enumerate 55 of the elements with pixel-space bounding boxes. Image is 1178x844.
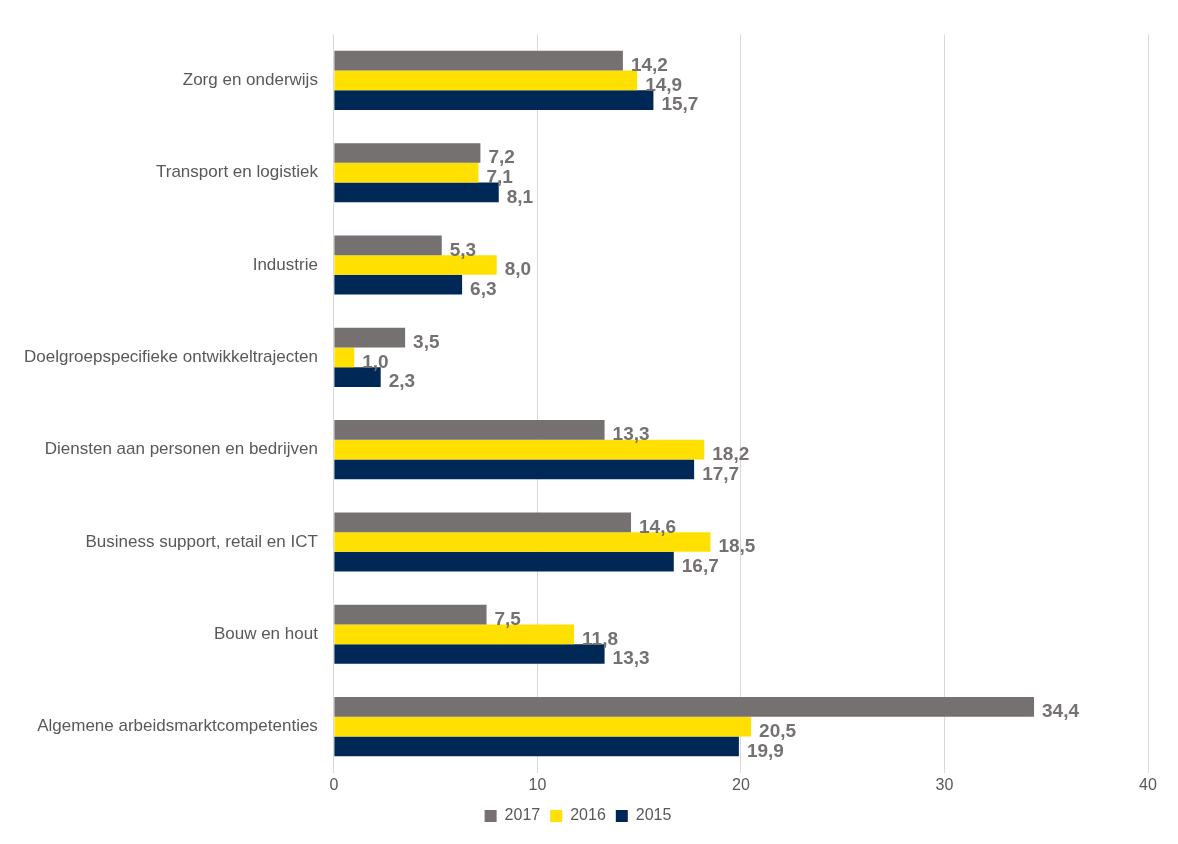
bar <box>334 551 674 572</box>
data-label: 7,2 <box>488 146 515 168</box>
data-label: 19,9 <box>746 739 784 761</box>
bar <box>334 347 355 368</box>
bar <box>334 50 623 71</box>
bar <box>334 235 442 256</box>
data-label: 17,7 <box>702 462 740 484</box>
data-label: 1,0 <box>362 350 389 372</box>
bar <box>334 459 695 480</box>
data-label: 7,1 <box>486 165 514 187</box>
data-label: 14,6 <box>639 515 677 537</box>
y-tick-label: Diensten aan personen en bedrijven <box>44 439 318 459</box>
data-label: 16,7 <box>681 554 719 576</box>
data-label: 7,5 <box>494 607 522 629</box>
bar <box>334 512 632 533</box>
y-tick-label: Doelgroepspecifieke ontwikkeltrajecten <box>23 347 318 367</box>
legend-label: 2017 <box>504 806 541 824</box>
y-tick-label: Zorg en onderwijs <box>182 70 318 90</box>
data-label: 3,5 <box>413 330 440 352</box>
data-label: 15,7 <box>661 93 699 115</box>
bar <box>334 697 1035 717</box>
y-tick-label: Bouw en hout <box>213 624 319 643</box>
bar <box>334 162 479 183</box>
bar <box>334 327 406 348</box>
bar <box>334 274 463 295</box>
data-label: 11,8 <box>582 627 618 649</box>
bar <box>334 420 605 440</box>
bar <box>334 143 481 163</box>
y-tick-label: Algemene arbeidsmarktcompetenties <box>37 716 318 736</box>
y-tick-label: Industrie <box>252 254 318 274</box>
bar <box>334 716 752 737</box>
data-label: 8,1 <box>506 185 534 207</box>
data-label: 5,3 <box>449 238 477 260</box>
data-label: 6,3 <box>470 277 497 299</box>
bar <box>334 736 739 757</box>
data-label: 20,5 <box>759 719 797 741</box>
legend-label: 2016 <box>570 806 606 824</box>
data-label: 14,2 <box>630 53 668 75</box>
x-tick-label: 30 <box>935 775 954 793</box>
data-label: 13,3 <box>612 423 650 445</box>
x-tick-label: 40 <box>1139 775 1157 793</box>
data-label: 18,2 <box>712 442 750 464</box>
data-label: 18,5 <box>718 535 756 557</box>
x-tick-label: 20 <box>732 775 750 793</box>
data-label: 13,3 <box>612 647 650 669</box>
bar <box>334 604 487 625</box>
data-label: 2,3 <box>388 370 416 392</box>
legend-label: 2015 <box>635 806 672 824</box>
y-tick-label: Transport en logistiek <box>155 162 319 182</box>
x-tick-label: 10 <box>528 775 547 793</box>
y-tick-label: Business support, retail en ICT <box>85 531 318 551</box>
x-tick-label: 0 <box>329 775 339 793</box>
data-label: 34,4 <box>1042 700 1080 722</box>
data-label: 8,0 <box>504 258 532 280</box>
data-label: 14,9 <box>645 73 683 95</box>
